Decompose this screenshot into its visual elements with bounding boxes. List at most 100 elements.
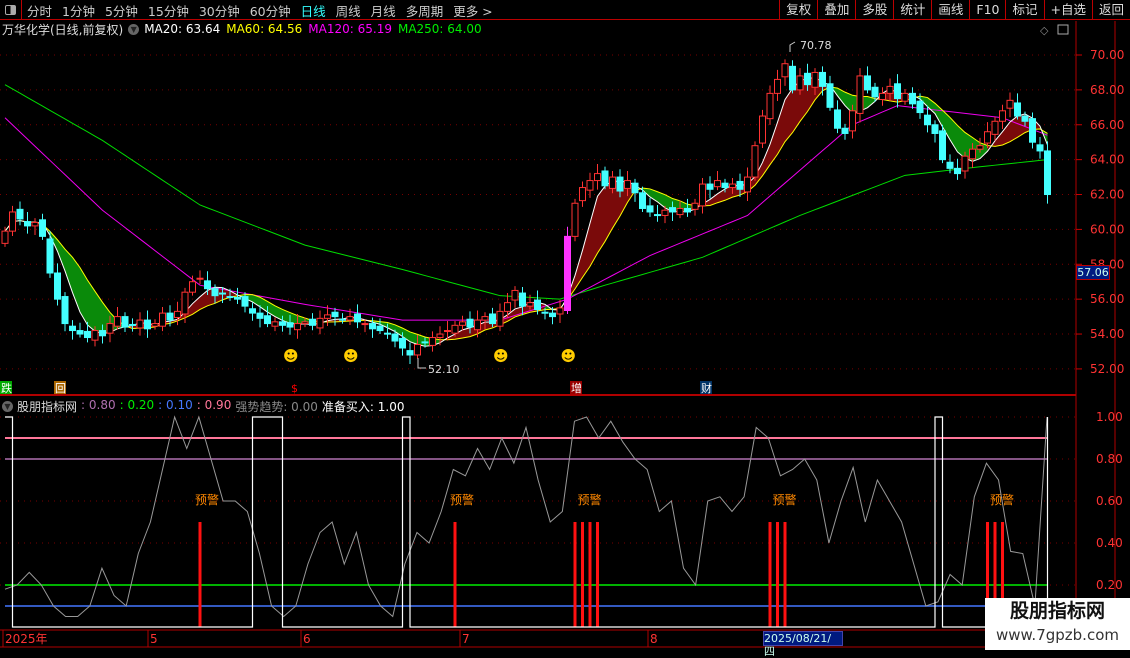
- candle[interactable]: [272, 322, 278, 326]
- candle[interactable]: [340, 319, 346, 320]
- candle[interactable]: [92, 331, 98, 341]
- candle[interactable]: [887, 86, 893, 93]
- candle[interactable]: [415, 345, 421, 355]
- candle[interactable]: [535, 300, 541, 310]
- candle[interactable]: [910, 93, 916, 103]
- candle[interactable]: [1045, 151, 1051, 195]
- candle[interactable]: [302, 322, 308, 324]
- candle[interactable]: [512, 290, 518, 300]
- candle[interactable]: [895, 84, 901, 99]
- candle[interactable]: [242, 297, 248, 307]
- candle[interactable]: [632, 183, 638, 193]
- candle[interactable]: [437, 334, 443, 337]
- candle[interactable]: [325, 315, 331, 318]
- candle[interactable]: [347, 317, 353, 320]
- candle[interactable]: [212, 289, 218, 296]
- candle[interactable]: [565, 236, 571, 310]
- candle[interactable]: [820, 72, 826, 86]
- candle[interactable]: [1007, 100, 1013, 108]
- candle[interactable]: [715, 181, 721, 187]
- candle[interactable]: [400, 338, 406, 348]
- candle[interactable]: [62, 297, 68, 324]
- candle[interactable]: [122, 317, 128, 327]
- candle[interactable]: [700, 184, 706, 206]
- candle[interactable]: [790, 66, 796, 90]
- candle[interactable]: [280, 322, 286, 325]
- candle[interactable]: [182, 292, 188, 314]
- candle[interactable]: [767, 93, 773, 118]
- candle[interactable]: [610, 177, 616, 188]
- candle[interactable]: [647, 206, 653, 212]
- candle[interactable]: [827, 84, 833, 108]
- candle[interactable]: [85, 331, 91, 337]
- candle[interactable]: [595, 174, 601, 181]
- candle[interactable]: [445, 331, 451, 332]
- candle[interactable]: [355, 314, 361, 322]
- candle[interactable]: [925, 115, 931, 125]
- candle[interactable]: [872, 87, 878, 97]
- candle[interactable]: [992, 121, 998, 134]
- candle[interactable]: [1030, 119, 1036, 143]
- candle[interactable]: [805, 73, 811, 84]
- candle[interactable]: [692, 203, 698, 209]
- candle[interactable]: [392, 334, 398, 341]
- candle[interactable]: [625, 181, 631, 189]
- candle[interactable]: [370, 324, 376, 329]
- candle[interactable]: [955, 168, 961, 173]
- candle[interactable]: [932, 125, 938, 134]
- candle[interactable]: [730, 184, 736, 187]
- candle[interactable]: [190, 282, 196, 292]
- candle[interactable]: [685, 208, 691, 211]
- candle[interactable]: [797, 76, 803, 90]
- candle[interactable]: [175, 311, 181, 317]
- candle[interactable]: [70, 326, 76, 330]
- candle[interactable]: [835, 110, 841, 128]
- candle[interactable]: [467, 319, 473, 327]
- candle[interactable]: [505, 303, 511, 312]
- candle[interactable]: [527, 303, 533, 306]
- candle[interactable]: [460, 322, 466, 325]
- candle[interactable]: [542, 312, 548, 313]
- candle[interactable]: [295, 324, 301, 330]
- candle[interactable]: [47, 239, 53, 273]
- candle[interactable]: [10, 212, 16, 231]
- candle[interactable]: [40, 220, 46, 237]
- candle[interactable]: [857, 76, 863, 113]
- candle[interactable]: [782, 64, 788, 77]
- candle[interactable]: [430, 338, 436, 346]
- candle[interactable]: [775, 79, 781, 93]
- candle[interactable]: [842, 128, 848, 133]
- candle[interactable]: [902, 93, 908, 101]
- candle[interactable]: [475, 320, 481, 330]
- candle[interactable]: [377, 326, 383, 330]
- candle[interactable]: [670, 208, 676, 212]
- candle[interactable]: [482, 317, 488, 320]
- candle[interactable]: [940, 131, 946, 160]
- candle[interactable]: [197, 278, 203, 279]
- candle[interactable]: [640, 193, 646, 209]
- candle[interactable]: [2, 231, 8, 243]
- candle[interactable]: [550, 313, 556, 316]
- candle[interactable]: [220, 293, 226, 294]
- candle[interactable]: [490, 314, 496, 324]
- candle[interactable]: [880, 93, 886, 99]
- candle[interactable]: [452, 325, 458, 333]
- candle[interactable]: [1022, 116, 1028, 121]
- candle[interactable]: [77, 331, 83, 334]
- candle[interactable]: [752, 146, 758, 177]
- candle[interactable]: [227, 297, 233, 298]
- candle[interactable]: [167, 313, 173, 320]
- candle[interactable]: [572, 203, 578, 236]
- candle[interactable]: [745, 177, 751, 192]
- candle[interactable]: [1037, 145, 1043, 151]
- candle[interactable]: [137, 320, 143, 328]
- candle[interactable]: [617, 177, 623, 191]
- candle[interactable]: [947, 162, 953, 168]
- candle[interactable]: [317, 318, 323, 328]
- candle[interactable]: [737, 181, 743, 189]
- candle[interactable]: [962, 156, 968, 171]
- candle[interactable]: [145, 320, 151, 329]
- candle[interactable]: [850, 111, 856, 131]
- candle[interactable]: [760, 116, 766, 143]
